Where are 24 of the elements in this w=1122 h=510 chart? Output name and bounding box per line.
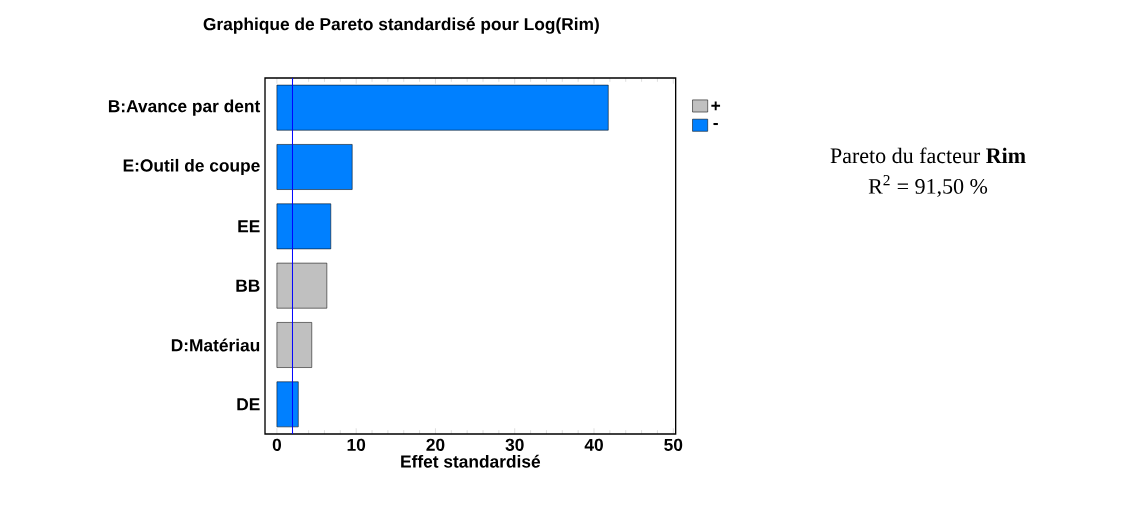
y-tick-label: B:Avance par dent: [108, 99, 261, 116]
y-tick-label: EE: [238, 220, 260, 233]
bar: [276, 322, 313, 368]
y-tick-label: DE: [237, 398, 260, 411]
y-tick-label: D:Matériau: [171, 338, 260, 352]
y-tick-label: BB: [236, 279, 260, 292]
bar: [276, 144, 353, 190]
bar: [276, 203, 332, 250]
x-axis-title: Effet standardisé: [401, 454, 541, 468]
y-tick-label: E:Outil de coupe: [123, 158, 260, 176]
chart-title: Graphique de Pareto standardisé pour Log(Rim): [203, 17, 599, 34]
bar: [276, 262, 328, 309]
text: R$^{2}$ = 91,50 %: [868, 175, 988, 197]
x-tick-label: 0: [272, 438, 282, 451]
bar: [276, 84, 609, 131]
legend-label: +: [711, 101, 721, 111]
x-tick-label: 40: [584, 438, 603, 451]
x-tick-label: 20: [426, 438, 445, 451]
bar: [276, 381, 299, 428]
x-tick-label: 10: [347, 438, 366, 451]
legend-label: -: [713, 123, 718, 126]
x-tick-label: 50: [664, 438, 683, 451]
text: Pareto du facteur Rim: [830, 147, 1026, 164]
x-tick-label: 30: [505, 438, 524, 451]
